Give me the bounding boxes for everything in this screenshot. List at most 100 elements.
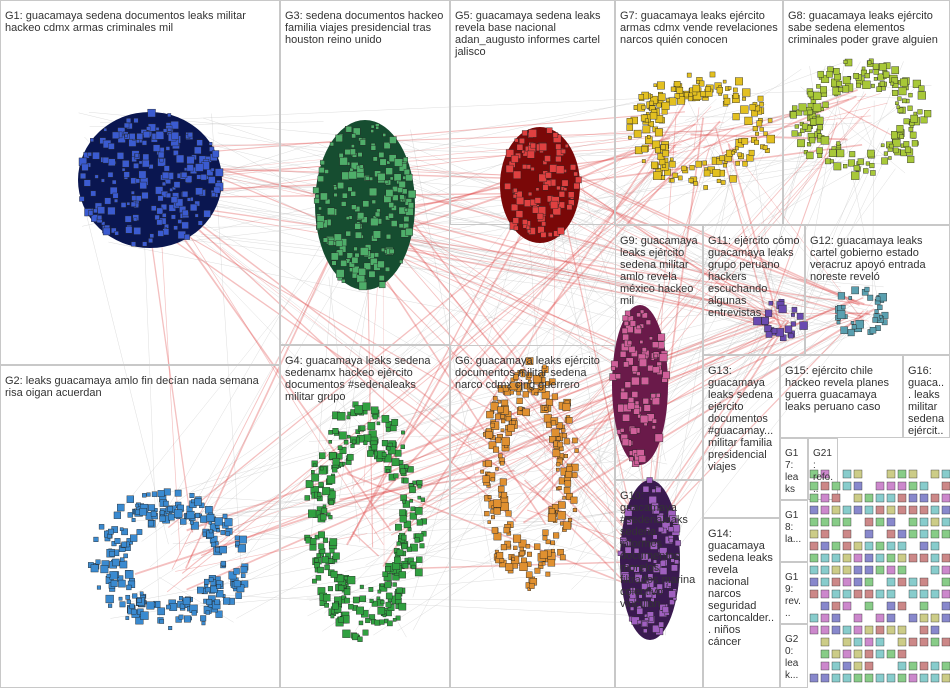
node	[407, 466, 414, 473]
node	[330, 252, 339, 261]
node	[324, 603, 329, 608]
node	[550, 548, 555, 553]
node	[642, 567, 647, 573]
node	[570, 164, 577, 171]
node	[573, 182, 580, 190]
node	[347, 411, 351, 416]
edge	[373, 200, 646, 533]
node	[831, 565, 841, 575]
node	[329, 548, 335, 554]
node	[140, 611, 149, 620]
node	[919, 601, 929, 611]
node	[168, 626, 173, 631]
node	[112, 558, 120, 567]
node	[409, 499, 414, 503]
edge	[356, 233, 664, 570]
node	[886, 553, 896, 563]
node	[141, 192, 149, 200]
group-box	[780, 355, 903, 438]
node	[639, 340, 644, 344]
node	[771, 327, 778, 334]
edge	[141, 131, 712, 542]
node	[142, 153, 150, 161]
edge	[373, 322, 789, 534]
node	[122, 160, 130, 168]
node	[853, 469, 863, 479]
group-box	[780, 438, 808, 500]
edge	[174, 204, 873, 307]
edge	[542, 290, 841, 364]
node	[649, 336, 653, 341]
group-label: G3: sedena documentos hackeo familia via…	[285, 10, 444, 46]
node	[908, 529, 918, 539]
node	[877, 304, 883, 311]
node	[896, 105, 901, 109]
node	[881, 157, 889, 165]
node	[182, 209, 189, 217]
node	[842, 517, 852, 527]
node	[791, 313, 795, 317]
node	[831, 481, 841, 491]
node	[536, 212, 544, 220]
node	[626, 118, 633, 124]
node	[930, 565, 940, 575]
node	[886, 493, 896, 503]
node	[864, 673, 874, 683]
group-label: G12: guacamaya leaks cartel gobierno est…	[810, 235, 926, 283]
node	[907, 155, 915, 164]
edge	[570, 387, 620, 546]
edge	[243, 313, 756, 584]
node	[358, 620, 364, 626]
node	[380, 583, 385, 587]
node	[872, 63, 880, 70]
node	[136, 133, 144, 140]
node	[817, 124, 824, 131]
node	[147, 108, 156, 118]
node	[837, 292, 846, 300]
node	[626, 519, 633, 526]
node	[930, 673, 940, 683]
node	[197, 586, 204, 594]
node	[908, 637, 918, 647]
node	[117, 503, 125, 512]
node	[530, 167, 535, 171]
node	[676, 87, 684, 94]
edge	[169, 164, 869, 322]
node	[389, 248, 395, 254]
node	[842, 637, 852, 647]
node	[558, 501, 566, 509]
node	[328, 558, 334, 564]
node	[340, 260, 347, 267]
node	[566, 417, 573, 424]
node	[90, 138, 94, 143]
node	[513, 188, 518, 193]
node	[709, 71, 716, 78]
node	[626, 124, 634, 131]
node	[241, 580, 249, 588]
node	[120, 557, 125, 562]
node	[662, 164, 666, 168]
node	[507, 424, 515, 432]
node	[493, 507, 501, 515]
node	[897, 96, 902, 101]
node	[401, 543, 408, 550]
edge	[804, 61, 904, 309]
node	[702, 160, 707, 166]
node	[343, 440, 349, 445]
node	[223, 597, 231, 605]
node	[135, 503, 139, 508]
node	[378, 152, 385, 158]
node	[547, 559, 556, 567]
group-label: G1: guacamaya sedena documentos leaks mi…	[5, 10, 246, 34]
node	[512, 194, 518, 199]
node	[840, 326, 848, 334]
node	[485, 431, 493, 439]
node	[572, 507, 577, 513]
node	[851, 286, 859, 295]
node	[886, 589, 896, 599]
edge	[209, 456, 525, 540]
node	[500, 544, 507, 551]
node	[853, 541, 863, 551]
node	[362, 200, 370, 208]
group-label: G18: la...	[785, 510, 802, 545]
